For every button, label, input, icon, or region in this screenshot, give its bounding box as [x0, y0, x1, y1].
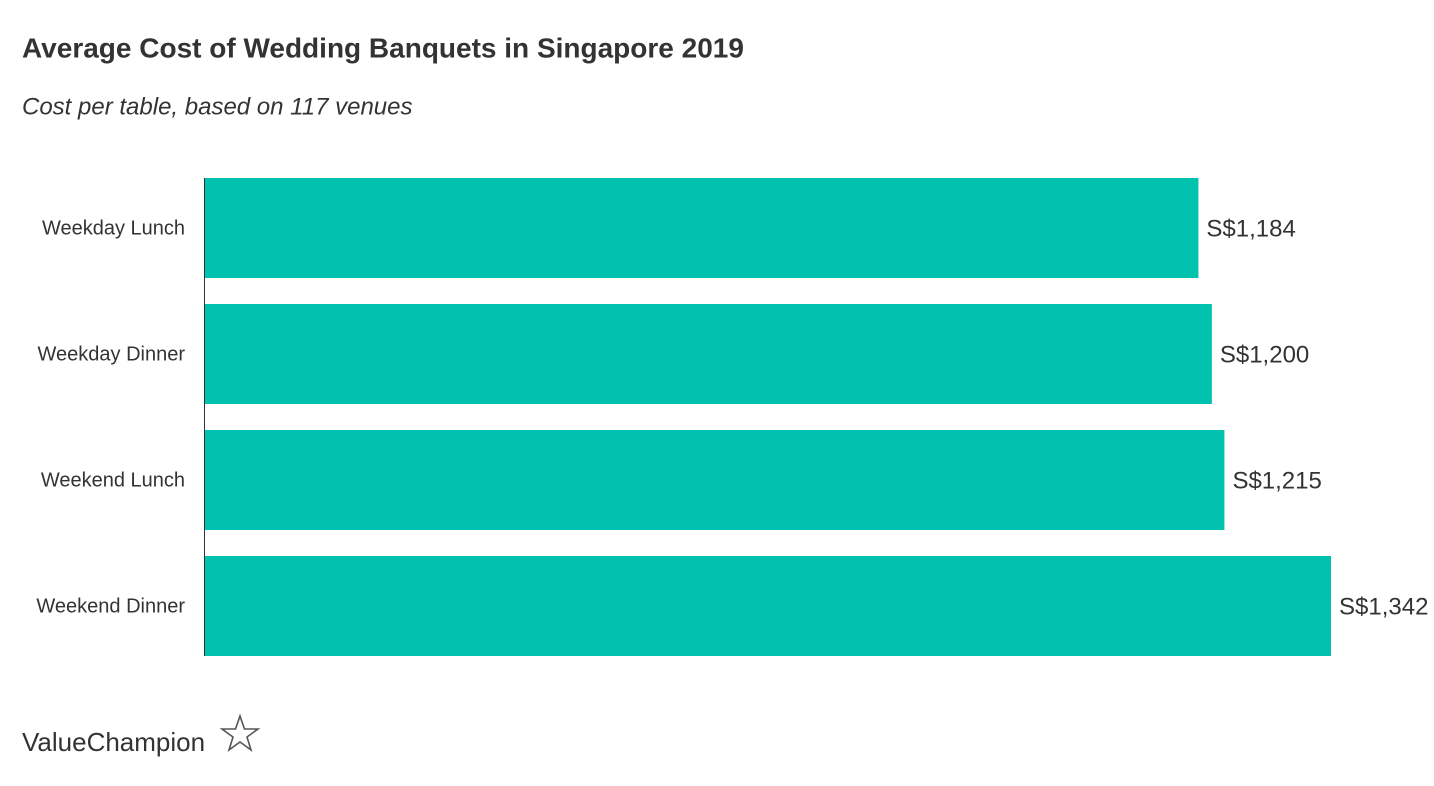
chart-subtitle: Cost per table, based on 117 venues	[22, 93, 413, 120]
y-tick-label: Weekday Dinner	[38, 343, 186, 365]
bar	[205, 304, 1212, 404]
value-label: S$1,342	[1339, 593, 1428, 620]
y-tick-label: Weekend Dinner	[36, 595, 185, 617]
value-label: S$1,200	[1220, 341, 1309, 368]
bar	[205, 556, 1331, 656]
bar	[205, 430, 1225, 530]
y-tick-label: Weekday Lunch	[42, 217, 185, 239]
logo: ValueChampion	[22, 727, 205, 757]
y-tick-label: Weekend Lunch	[41, 469, 185, 491]
value-label: S$1,184	[1206, 215, 1295, 242]
bar	[205, 178, 1199, 278]
chart-title: Average Cost of Wedding Banquets in Sing…	[22, 32, 744, 63]
logo-star	[219, 713, 261, 753]
value-label: S$1,215	[1232, 467, 1321, 494]
